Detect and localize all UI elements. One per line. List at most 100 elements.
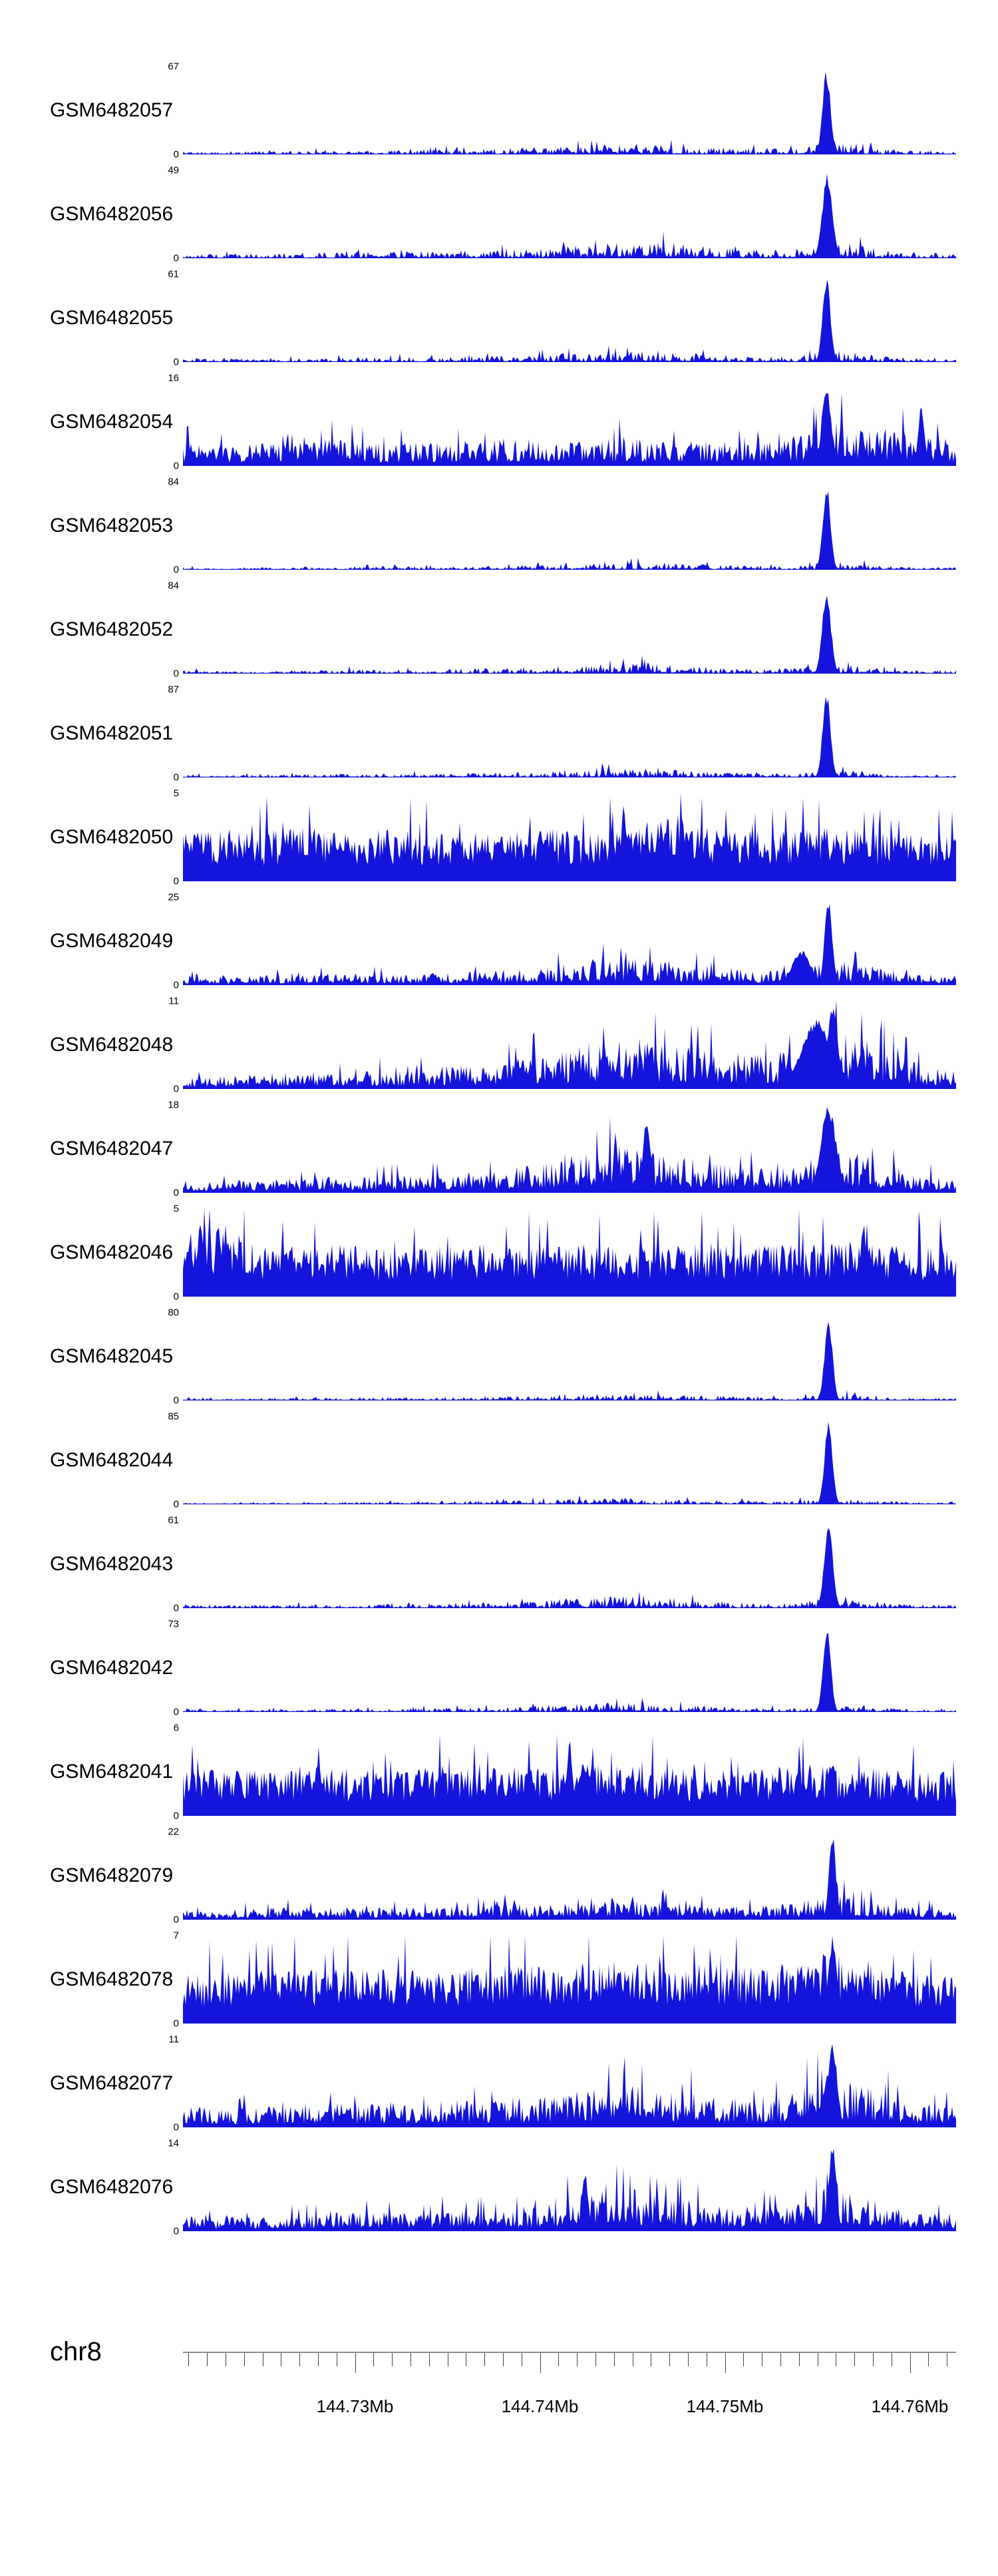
coverage-area	[183, 491, 956, 570]
y-axis-zero-label: 0	[173, 1602, 179, 1614]
track-sample-label: GSM6482076	[50, 2176, 174, 2198]
y-axis-zero-label: 0	[173, 1914, 179, 1926]
y-axis-max-label: 18	[168, 1099, 179, 1111]
y-axis-zero-label: 0	[173, 1810, 179, 1822]
coverage-signal-plot	[183, 491, 956, 570]
track-sample-label: GSM6482051	[50, 722, 174, 744]
axis-minor-tick	[798, 2353, 800, 2366]
axis-minor-tick	[558, 2353, 560, 2366]
track-row: GSM6482041 6 0	[0, 1720, 998, 1824]
y-axis-max-label: 11	[168, 995, 179, 1007]
coverage-area	[183, 793, 956, 881]
coverage-signal-plot	[183, 173, 956, 258]
coverage-area	[183, 1001, 956, 1089]
y-axis-max-label: 11	[168, 2034, 179, 2045]
axis-minor-tick	[743, 2353, 745, 2366]
track-sample-label: GSM6482077	[50, 2072, 174, 2094]
y-axis-max-label: 7	[173, 1930, 179, 1942]
track-sample-label: GSM6482055	[50, 307, 174, 329]
axis-minor-tick	[669, 2353, 671, 2366]
axis-minor-tick	[595, 2353, 596, 2366]
genome-axis-line	[183, 2352, 956, 2353]
axis-minor-tick	[780, 2353, 781, 2366]
y-axis-max-label: 84	[168, 580, 179, 592]
y-axis-max-label: 80	[168, 1307, 179, 1319]
axis-major-tick	[355, 2353, 356, 2373]
axis-major-tick	[910, 2353, 911, 2373]
track-sample-label: GSM6482054	[50, 411, 174, 433]
track-row: GSM6482079 22 0	[0, 1824, 998, 1928]
axis-minor-tick	[299, 2353, 301, 2366]
track-row: GSM6482078 7 0	[0, 1928, 998, 2032]
axis-major-tick	[540, 2353, 541, 2373]
y-axis-max-label: 6	[173, 1722, 179, 1734]
coverage-signal-plot	[183, 1422, 956, 1504]
track-row: GSM6482076 14 0	[0, 2135, 998, 2239]
y-axis-zero-label: 0	[173, 771, 179, 783]
y-axis-max-label: 14	[168, 2137, 179, 2149]
coverage-area	[183, 1936, 956, 2024]
track-row: GSM6482052 84 0	[0, 578, 998, 682]
track-row: GSM6482045 80 0	[0, 1305, 998, 1408]
coverage-signal-plot	[183, 280, 956, 362]
y-axis-zero-label: 0	[173, 875, 179, 887]
track-sample-label: GSM6482042	[50, 1657, 174, 1679]
coverage-signal-plot	[183, 1107, 956, 1193]
axis-minor-tick	[928, 2353, 929, 2366]
track-sample-label: GSM6482043	[50, 1553, 174, 1575]
axis-tick-label: 144.76Mb	[871, 2396, 949, 2416]
axis-minor-tick	[244, 2353, 245, 2366]
coverage-signal-plot	[183, 1209, 956, 1297]
coverage-signal-plot	[183, 596, 956, 674]
track-row: GSM6482044 85 0	[0, 1408, 998, 1512]
y-axis-zero-label: 0	[173, 564, 179, 576]
track-row: GSM6482048 11 0	[0, 993, 998, 1097]
y-axis-max-label: 5	[173, 1203, 179, 1215]
track-sample-label: GSM6482078	[50, 1968, 174, 1990]
y-axis-max-label: 22	[168, 1826, 179, 1838]
y-axis-zero-label: 0	[173, 252, 179, 264]
axis-minor-tick	[373, 2353, 375, 2366]
coverage-area	[183, 1528, 956, 1608]
y-axis-zero-label: 0	[173, 1395, 179, 1406]
track-sample-label: GSM6482049	[50, 930, 174, 952]
coverage-area	[183, 1838, 956, 1920]
y-axis-zero-label: 0	[173, 668, 179, 680]
coverage-area	[183, 1209, 956, 1297]
track-row: GSM6482047 18 0	[0, 1097, 998, 1201]
y-axis-max-label: 73	[168, 1618, 179, 1630]
coverage-area	[183, 2149, 956, 2231]
axis-minor-tick	[854, 2353, 856, 2366]
coverage-signal-plot	[183, 2149, 956, 2231]
coverage-area	[183, 173, 956, 258]
y-axis-zero-label: 0	[173, 1187, 179, 1199]
coverage-area	[183, 1107, 956, 1193]
coverage-area	[183, 696, 956, 777]
track-sample-label: GSM6482045	[50, 1345, 174, 1367]
y-axis-zero-label: 0	[173, 2018, 179, 2030]
coverage-area	[183, 71, 956, 154]
track-sample-label: GSM6482041	[50, 1761, 174, 1783]
y-axis-max-label: 5	[173, 787, 179, 799]
track-sample-label: GSM6482044	[50, 1449, 174, 1471]
track-sample-label: GSM6482046	[50, 1241, 174, 1263]
track-row: GSM6482056 49 0	[0, 162, 998, 266]
axis-major-tick	[725, 2353, 726, 2373]
coverage-signal-plot	[183, 1633, 956, 1712]
track-row: GSM6482050 5 0	[0, 785, 998, 889]
axis-minor-tick	[392, 2353, 393, 2366]
axis-minor-tick	[577, 2353, 578, 2366]
track-row: GSM6482055 61 0	[0, 266, 998, 370]
axis-minor-tick	[872, 2353, 874, 2366]
track-sample-label: GSM6482052	[50, 618, 174, 640]
coverage-signal-plot	[183, 1528, 956, 1608]
coverage-area	[183, 1735, 956, 1816]
y-axis-max-label: 61	[168, 1514, 179, 1526]
axis-minor-tick	[687, 2353, 689, 2366]
coverage-area	[183, 280, 956, 362]
y-axis-zero-label: 0	[173, 356, 179, 368]
coverage-signal-plot	[183, 1838, 956, 1920]
coverage-signal-plot	[183, 1735, 956, 1816]
track-sample-label: GSM6482053	[50, 515, 174, 537]
y-axis-max-label: 25	[168, 891, 179, 903]
